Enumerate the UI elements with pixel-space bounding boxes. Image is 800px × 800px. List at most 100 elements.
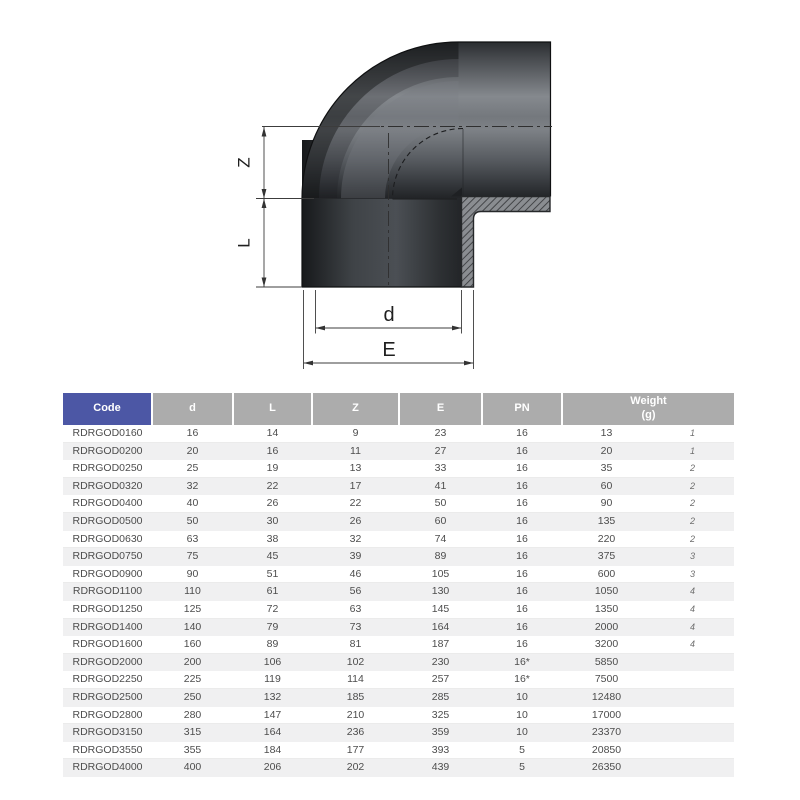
cell-pn: 10: [482, 723, 562, 742]
cell-weight: 90: [562, 494, 651, 513]
cell-z: 22: [312, 494, 399, 513]
table-row: RDRGOD0630 63 38 32 74 16 220 2: [63, 530, 734, 549]
cell-pn: 16: [482, 618, 562, 637]
cell-weight: 220: [562, 530, 651, 549]
cell-pn: 16: [482, 547, 562, 566]
cell-l: 119: [233, 670, 312, 689]
table-row: RDRGOD2500 250 132 185 285 10 12480: [63, 688, 734, 707]
cell-l: 14: [233, 425, 312, 443]
cell-l: 45: [233, 547, 312, 566]
cell-d: 140: [152, 618, 233, 637]
cell-weight: 26350: [562, 758, 651, 777]
cell-weight: 35: [562, 459, 651, 478]
table-row: RDRGOD1100 110 61 56 130 16 1050 4: [63, 582, 734, 601]
cell-code: RDRGOD2500: [63, 688, 152, 707]
cell-note: 2: [651, 494, 734, 513]
cell-weight: 60: [562, 477, 651, 496]
cell-l: 16: [233, 442, 312, 461]
dim-label-e: E: [382, 339, 395, 361]
dim-label-d: d: [383, 304, 394, 326]
cell-note: [651, 653, 734, 672]
cell-d: 63: [152, 530, 233, 549]
cell-code: RDRGOD0500: [63, 512, 152, 531]
table-row: RDRGOD3150 315 164 236 359 10 23370: [63, 723, 734, 742]
cell-l: 106: [233, 653, 312, 672]
cell-pn: 16: [482, 477, 562, 496]
cell-l: 89: [233, 635, 312, 654]
cell-z: 56: [312, 582, 399, 601]
cell-l: 22: [233, 477, 312, 496]
cell-z: 26: [312, 512, 399, 531]
table-row: RDRGOD0250 25 19 13 33 16 35 2: [63, 459, 734, 478]
cell-d: 25: [152, 459, 233, 478]
cell-e: 41: [399, 477, 482, 496]
col-header-weight-line2: (g): [641, 409, 656, 421]
col-header-e: E: [399, 393, 483, 425]
cell-weight: 23370: [562, 723, 651, 742]
cell-weight: 135: [562, 512, 651, 531]
cell-l: 132: [233, 688, 312, 707]
cell-e: 60: [399, 512, 482, 531]
table-row: RDRGOD4000 400 206 202 439 5 26350: [63, 758, 734, 777]
table-row: RDRGOD3550 355 184 177 393 5 20850: [63, 741, 734, 760]
cell-l: 38: [233, 530, 312, 549]
cell-note: 4: [651, 600, 734, 619]
cell-weight: 3200: [562, 635, 651, 654]
cell-l: 30: [233, 512, 312, 531]
col-header-weight: Weight (g): [562, 393, 734, 425]
cell-weight: 7500: [562, 670, 651, 689]
cell-e: 130: [399, 582, 482, 601]
body-outline: [301, 41, 552, 287]
cell-z: 202: [312, 758, 399, 777]
cell-pn: 16: [482, 635, 562, 654]
col-header-pn: PN: [482, 393, 563, 425]
cell-z: 46: [312, 565, 399, 584]
cell-e: 230: [399, 653, 482, 672]
cell-d: 250: [152, 688, 233, 707]
cell-code: RDRGOD2000: [63, 653, 152, 672]
cell-l: 51: [233, 565, 312, 584]
cell-code: RDRGOD3150: [63, 723, 152, 742]
cell-d: 20: [152, 442, 233, 461]
cell-d: 32: [152, 477, 233, 496]
cell-e: 33: [399, 459, 482, 478]
cell-weight: 13: [562, 425, 651, 443]
cell-d: 400: [152, 758, 233, 777]
cell-code: RDRGOD0750: [63, 547, 152, 566]
cell-e: 187: [399, 635, 482, 654]
cell-z: 32: [312, 530, 399, 549]
table-body: RDRGOD0160 16 14 9 23 16 13 1 RDRGOD0200 20 16 11 27…: [63, 425, 734, 777]
cell-z: 17: [312, 477, 399, 496]
cell-z: 11: [312, 442, 399, 461]
cell-note: [651, 741, 734, 760]
cell-pn: 16: [482, 425, 562, 443]
cell-pn: 16: [482, 459, 562, 478]
table-header-row: Code d L Z E PN Weight (g): [63, 393, 734, 425]
cell-d: 280: [152, 706, 233, 725]
cell-code: RDRGOD4000: [63, 758, 152, 777]
cell-l: 79: [233, 618, 312, 637]
cell-weight: 5850: [562, 653, 651, 672]
cell-pn: 16: [482, 530, 562, 549]
cell-weight: 12480: [562, 688, 651, 707]
cell-l: 147: [233, 706, 312, 725]
cell-pn: 10: [482, 688, 562, 707]
dimension-lines: [256, 126, 474, 369]
cell-weight: 1050: [562, 582, 651, 601]
table-row: RDRGOD1600 160 89 81 187 16 3200 4: [63, 635, 734, 654]
cell-d: 160: [152, 635, 233, 654]
table-row: RDRGOD0160 16 14 9 23 16 13 1: [63, 425, 734, 443]
cell-weight: 1350: [562, 600, 651, 619]
spec-table: Code d L Z E PN Weight (g) RDRGOD0160 16 1…: [63, 393, 734, 777]
dimension-arrows: [261, 127, 474, 366]
cell-d: 90: [152, 565, 233, 584]
section-hatch: [460, 195, 551, 288]
cell-pn: 16*: [482, 670, 562, 689]
cell-d: 50: [152, 512, 233, 531]
table-row: RDRGOD2800 280 147 210 325 10 17000: [63, 706, 734, 725]
cell-z: 177: [312, 741, 399, 760]
cell-z: 63: [312, 600, 399, 619]
cell-e: 145: [399, 600, 482, 619]
cell-l: 72: [233, 600, 312, 619]
